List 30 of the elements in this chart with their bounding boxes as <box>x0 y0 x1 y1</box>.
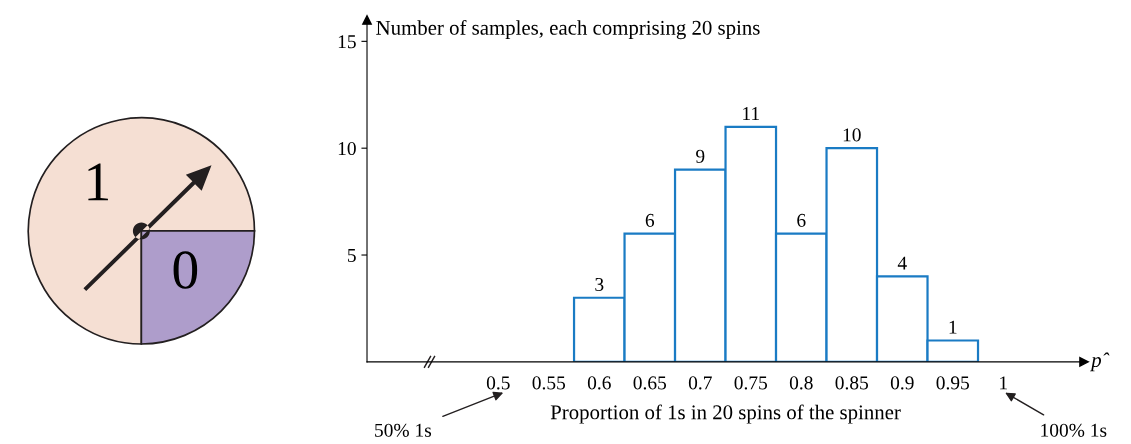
data-label: 1 <box>949 320 957 334</box>
x-tick-label: 0.9 <box>890 376 914 390</box>
pie-slice <box>27 116 256 345</box>
x-tick-label: 0.95 <box>936 376 970 390</box>
y-tick-label: 15 <box>338 35 356 49</box>
data-label: 6 <box>645 213 655 227</box>
slice-label: 1 <box>88 163 108 201</box>
data-label: 3 <box>595 277 604 292</box>
data-label: 4 <box>897 256 907 270</box>
slice-label: 0 <box>173 251 198 289</box>
x-tick-label: 0.75 <box>734 376 768 390</box>
data-label: 6 <box>797 213 806 227</box>
y-tick-label: 10 <box>338 142 356 156</box>
x-tick-label: 0.8 <box>789 376 813 390</box>
x-tick-label: 0.5 <box>486 376 510 390</box>
text: 50% 1s <box>375 423 432 437</box>
x-axis-title: Proportion of 1s in 20 spins of the spinner <box>550 404 901 424</box>
y-tick-label: 5 <box>348 249 356 262</box>
x-tick-label: 0.6 <box>587 376 611 390</box>
y-axis-title: Number of samples, each comprising 20 spins <box>376 19 760 40</box>
x-tick-label: 0.85 <box>835 376 869 390</box>
x-tick-label: 1 <box>1000 376 1007 390</box>
x-tick-label: 0.55 <box>532 376 566 390</box>
text: 100% 1s <box>1041 423 1107 437</box>
data-label: 11 <box>743 107 759 120</box>
data-label: 9 <box>696 149 705 163</box>
data-label: 10 <box>843 128 861 142</box>
text: p̂ <box>1090 352 1110 372</box>
x-tick-label: 0.7 <box>688 376 712 390</box>
x-tick-label: 0.65 <box>633 376 667 390</box>
